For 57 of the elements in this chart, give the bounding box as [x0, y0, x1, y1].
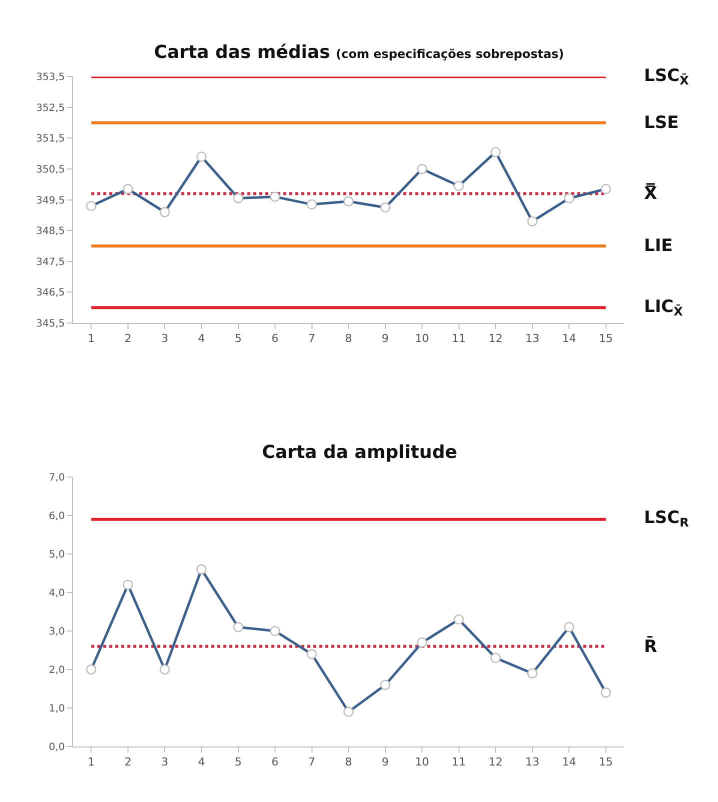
x-tick-label: 15 [598, 332, 613, 346]
x-tick-label: 8 [345, 756, 352, 769]
chart-subtitle: (com especificações sobrepostas) [336, 47, 564, 61]
y-tick-label: 352,5 [36, 102, 65, 114]
y-tick-label: 351,5 [36, 134, 65, 145]
x-tick-label: 13 [525, 332, 540, 346]
y-tick-label: 5,0 [48, 550, 65, 560]
x-tick-label: 1 [88, 332, 95, 346]
y-tick-label: 348,5 [36, 226, 65, 238]
x-tick-label: 12 [488, 332, 503, 346]
chart-title: Carta das médias [154, 42, 330, 63]
x-tick-label: 9 [382, 756, 389, 769]
x-tick-label: 13 [525, 756, 540, 769]
ref-line-label: LSC$_{X̄}$ [644, 66, 689, 88]
y-tick-label: 3,0 [48, 626, 65, 638]
x-tick-label: 2 [124, 332, 132, 346]
x-tick-label: 14 [562, 332, 576, 346]
x-tick-label: 2 [124, 756, 132, 769]
x-tick-label: 11 [452, 756, 466, 769]
x-tick-label: 9 [382, 332, 389, 346]
x-tick-label: 5 [234, 756, 242, 769]
chart-title: Carta da amplitude [262, 442, 458, 463]
x-tick-label: 14 [562, 756, 576, 769]
y-tick-label: 346,5 [36, 288, 65, 299]
x-tick-label: 6 [272, 756, 279, 769]
y-tick-label: 350,5 [36, 164, 65, 176]
y-tick-label: 1,0 [48, 704, 65, 714]
ref-line-label: LIC$_{X̄}$ [644, 297, 683, 319]
x-tick-label: 15 [598, 756, 613, 769]
x-tick-label: 10 [415, 756, 430, 769]
x-tick-label: 1 [88, 756, 95, 769]
x-tick-label: 5 [234, 332, 242, 346]
y-tick-label: 0,0 [48, 742, 65, 753]
y-tick-label: 7,0 [48, 472, 65, 484]
y-tick-label: 349,5 [36, 195, 65, 206]
y-tick-label: 345,5 [36, 318, 65, 330]
x-tick-label: 12 [488, 756, 503, 769]
x-tick-label: 8 [345, 332, 352, 346]
ref-line-label: LSC$_{R}$ [644, 508, 689, 530]
x-tick-label: 4 [198, 332, 205, 346]
y-tick-label: 353,5 [36, 72, 65, 84]
y-tick-label: 2,0 [48, 665, 65, 676]
ref-line-label: R̄ [644, 636, 658, 658]
ref-line-label: LIE [644, 236, 673, 256]
x-tick-label: 3 [161, 756, 168, 769]
x-tick-label: 7 [308, 756, 316, 769]
ref-line-label: X̿ [644, 183, 658, 204]
x-tick-label: 3 [161, 332, 168, 346]
x-tick-label: 4 [198, 756, 205, 769]
y-tick-label: 4,0 [48, 588, 65, 599]
y-tick-label: 347,5 [36, 256, 65, 268]
x-tick-label: 7 [308, 332, 316, 346]
y-tick-label: 6,0 [48, 511, 65, 522]
x-tick-label: 11 [452, 332, 466, 346]
ref-line-label: LSE [644, 113, 679, 133]
x-tick-label: 6 [272, 332, 279, 346]
x-tick-label: 10 [415, 332, 430, 346]
